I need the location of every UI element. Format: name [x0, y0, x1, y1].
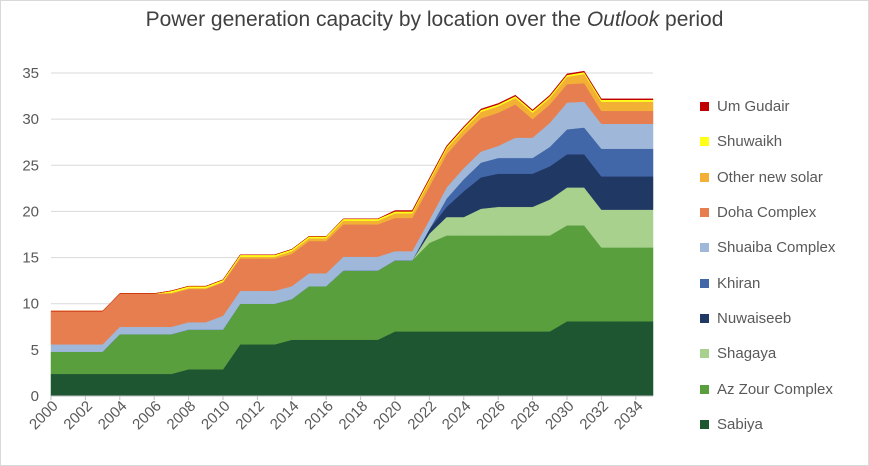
- y-tick-label: 20: [22, 203, 39, 220]
- legend-swatch: [700, 349, 709, 359]
- legend-item: Sabiya: [700, 407, 865, 442]
- legend: Um Gudair Shuwaikh Other new solar Doha Com…: [700, 89, 865, 442]
- y-tick-label: 30: [22, 111, 39, 128]
- x-tick-label: 2016: [301, 398, 337, 434]
- legend-swatch: [700, 137, 709, 147]
- legend-label: Shagaya: [717, 345, 777, 363]
- x-tick-label: 2032: [576, 398, 612, 434]
- y-tick-label: 25: [22, 157, 39, 174]
- legend-swatch: [700, 243, 709, 253]
- legend-label: Um Gudair: [717, 98, 790, 116]
- x-tick-label: 2014: [267, 398, 303, 434]
- x-tick-label: 2010: [198, 398, 234, 434]
- x-tick-label: 2026: [473, 398, 509, 434]
- legend-label: Shuwaikh: [717, 133, 783, 151]
- legend-swatch: [700, 384, 709, 394]
- y-tick-label: 15: [22, 250, 39, 267]
- chart-title-main: Power generation capacity by location ov…: [145, 8, 587, 31]
- chart-title-end: period: [659, 8, 724, 31]
- legend-item: Khiran: [700, 265, 865, 300]
- x-tick-label: 2020: [370, 398, 406, 434]
- legend-item: Nuwaiseeb: [700, 301, 865, 336]
- legend-item: Doha Complex: [700, 195, 865, 230]
- legend-swatch: [700, 419, 709, 429]
- legend-swatch: [700, 172, 709, 182]
- legend-swatch: [700, 313, 709, 323]
- legend-label: Doha Complex: [717, 204, 817, 222]
- legend-label: Other new solar: [717, 168, 823, 186]
- y-tick-label: 10: [22, 296, 39, 313]
- x-tick-label: 2012: [232, 398, 268, 434]
- area-series-um-gudair: [51, 70, 654, 312]
- legend-item: Az Zour Complex: [700, 371, 865, 406]
- y-tick-label: 35: [22, 65, 39, 82]
- x-tick-label: 2024: [439, 398, 475, 434]
- x-tick-label: 2008: [164, 398, 200, 434]
- x-tick-label: 2022: [404, 398, 440, 434]
- legend-item: Shuaiba Complex: [700, 230, 865, 265]
- x-tick-label: 2034: [611, 398, 647, 434]
- chart-title-italic: Outlook: [586, 8, 660, 31]
- legend-label: Sabiya: [717, 415, 763, 433]
- legend-label: Az Zour Complex: [717, 380, 833, 398]
- legend-swatch: [700, 208, 709, 218]
- x-tick-label: 2028: [508, 398, 544, 434]
- x-tick-label: 2018: [336, 398, 372, 434]
- legend-swatch: [700, 102, 709, 112]
- chart-title: Power generation capacity by location ov…: [0, 8, 869, 32]
- legend-item: Other new solar: [700, 160, 865, 195]
- x-tick-label: 2006: [129, 398, 165, 434]
- legend-item: Shagaya: [700, 336, 865, 371]
- x-tick-label: 2004: [95, 398, 131, 434]
- y-tick-label: 5: [31, 342, 39, 359]
- x-tick-label: 2002: [60, 398, 96, 434]
- legend-label: Shuaiba Complex: [717, 239, 836, 257]
- legend-label: Khiran: [717, 274, 761, 292]
- legend-swatch: [700, 278, 709, 288]
- legend-item: Um Gudair: [700, 89, 865, 124]
- x-tick-label: 2030: [542, 398, 578, 434]
- legend-item: Shuwaikh: [700, 124, 865, 159]
- stacked-areas: [50, 70, 654, 397]
- legend-label: Nuwaiseeb: [717, 309, 792, 327]
- y-tick-label: 0: [31, 388, 39, 405]
